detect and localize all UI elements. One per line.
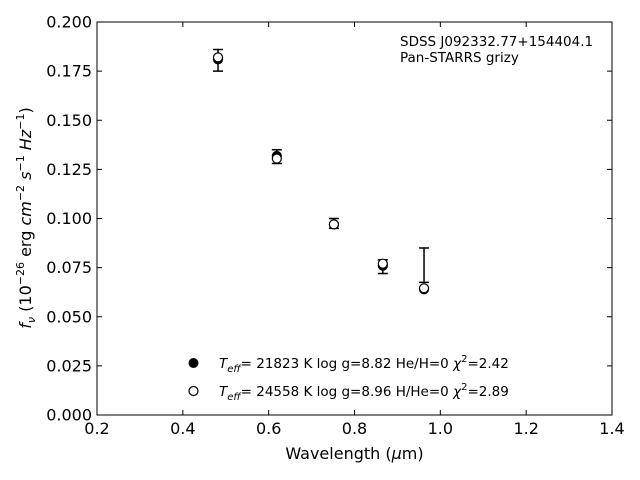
model-point-open [271,153,282,164]
y-tick-label: 0.150 [46,111,92,130]
legend-marker-filled [188,358,199,368]
y-tick-label: 0.100 [46,209,92,228]
x-tick-label: 1.2 [513,419,538,438]
legend-label-filled: Teff= 21823 K log g=8.82 He/H=0 χ2=2.42 [219,354,509,375]
x-axis-ticks: 0.2 0.4 0.6 0.8 1.0 1.2 1.4 [84,22,625,438]
model-point-open [418,283,430,294]
plot-background [97,22,612,415]
y-axis-label: fν (10−26 erg cm−2 s−1 Hz−1) [14,107,38,328]
model-point-open [328,219,339,230]
x-tick-label: 0.8 [342,419,367,438]
annotation-line-1: SDSS J092332.77+154404.1 [400,34,593,50]
y-tick-label: 0.075 [46,258,92,277]
model-point-open [377,258,388,269]
y-tick-label: 0.200 [46,13,92,32]
y-tick-label: 0.050 [46,307,92,326]
annotation-line-2: Pan-STARRS grizy [400,50,519,66]
y-axis-ticks: 0.000 0.025 0.050 0.075 0.100 0.125 0.150 0.175… [46,13,612,425]
x-tick-label: 1.4 [599,419,624,438]
x-tick-label: 0.2 [84,419,109,438]
x-tick-label: 1.0 [428,419,453,438]
legend-label-open: Teff= 24558 K log g=8.96 H/He=0 χ2=2.89 [219,382,509,403]
model-point-open [212,52,224,63]
x-tick-label: 0.4 [170,419,195,438]
legend: Teff= 21823 K log g=8.82 He/H=0 χ2=2.42 … [188,354,509,403]
y-tick-label: 0.025 [46,356,92,375]
y-tick-label: 0.125 [46,160,92,179]
series-open-markers [212,52,430,294]
error-bar [419,247,430,284]
y-tick-label: 0.000 [46,406,92,425]
x-tick-label: 0.6 [256,419,281,438]
y-tick-label: 0.175 [46,62,92,81]
x-axis-label: Wavelength (μm) [285,444,423,463]
legend-marker-open [188,385,199,397]
